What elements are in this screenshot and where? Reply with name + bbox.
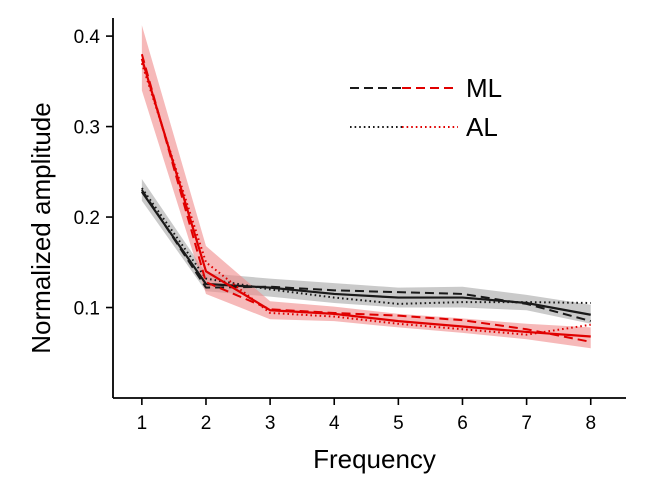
y-tick-label: 0.1 [74,299,100,320]
ticks: 1 2 3 4 5 6 7 8 0.1 0.2 0.3 0.4 [74,27,596,434]
x-tick-label: 5 [393,413,404,434]
legend-item-ml: ML [350,73,502,103]
series-lines [140,53,591,343]
y-axis-title: Normalized amplitude [26,102,56,353]
x-axis-title: Frequency [313,444,436,474]
series-line-red-solid [140,58,591,338]
x-tick-label: 4 [329,413,340,434]
x-tick-label: 7 [521,413,532,434]
legend: ML AL [350,73,502,142]
axes [112,18,626,399]
series-line-black-dashed [141,189,591,323]
y-tick-label: 0.2 [74,208,100,229]
y-tick-label: 0.3 [74,118,100,139]
legend-label-ml: ML [466,73,502,103]
x-tick-label: 3 [265,413,276,434]
x-tick-label: 8 [585,413,596,434]
series-line-black-dotted [141,187,591,305]
legend-item-al: AL [350,112,498,142]
x-tick-label: 6 [457,413,468,434]
x-tick-label: 1 [137,413,148,434]
series-line-red-dashed [140,53,591,343]
x-tick-label: 2 [201,413,212,434]
legend-label-al: AL [466,112,498,142]
series-line-red-dotted [140,62,591,336]
y-tick-label: 0.4 [74,27,101,48]
